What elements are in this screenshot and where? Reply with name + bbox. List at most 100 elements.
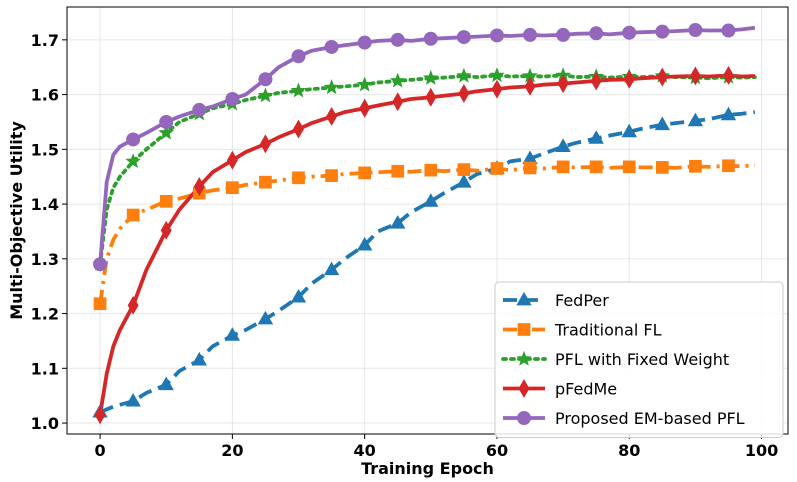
data-point-pfl-with-fixed-weight <box>125 153 141 169</box>
data-point-pfedme <box>689 66 701 86</box>
legend-label-traditional-fl: Traditional FL <box>554 321 662 340</box>
data-point-proposed-em-based-pfl <box>225 91 240 106</box>
x-tick-label: 80 <box>618 441 640 460</box>
data-point-proposed-em-based-pfl <box>159 114 174 129</box>
data-point-fedper <box>125 392 141 407</box>
data-point-pfedme <box>160 220 172 240</box>
y-tick-label: 1.6 <box>31 86 59 105</box>
data-point-fedper <box>720 106 737 121</box>
y-axis-ticks: 1.0 1.1 1.2 1.3 1.4 1.5 1.6 1.7 <box>31 31 67 433</box>
data-point-fedper <box>654 116 670 131</box>
data-point-fedper <box>158 376 174 391</box>
data-point-proposed-em-based-pfl <box>456 30 471 45</box>
y-axis-title: Multi-Objective Utility <box>7 121 26 320</box>
data-point-proposed-em-based-pfl <box>523 27 538 42</box>
data-point-pfedme <box>326 106 338 126</box>
data-point-traditional-fl <box>325 169 338 182</box>
data-point-fedper <box>390 215 406 229</box>
data-point-traditional-fl <box>556 160 570 174</box>
legend-label-pfl-with-fixed-weight: PFL with Fixed Weight <box>555 350 729 369</box>
data-point-pfedme <box>359 98 371 118</box>
data-point-traditional-fl <box>358 166 372 180</box>
data-point-proposed-em-based-pfl <box>192 102 207 117</box>
data-point-proposed-em-based-pfl <box>589 26 604 41</box>
legend-label-pfedme: pFedMe <box>555 380 617 399</box>
data-point-pfl-with-fixed-weight <box>356 76 373 92</box>
data-point-pfl-with-fixed-weight <box>456 67 472 83</box>
x-tick-label: 60 <box>486 441 508 460</box>
x-tick-label: 100 <box>745 441 778 460</box>
data-point-traditional-fl <box>622 160 636 174</box>
data-point-traditional-fl <box>391 164 405 178</box>
data-point-fedper <box>323 261 340 276</box>
data-point-fedper <box>423 193 439 207</box>
series-markers <box>92 22 737 425</box>
data-point-pfl-with-fixed-weight <box>489 67 505 83</box>
data-point-proposed-em-based-pfl <box>655 24 670 39</box>
data-point-proposed-em-based-pfl <box>258 72 273 87</box>
data-point-pfedme <box>260 134 271 154</box>
data-point-pfedme <box>392 92 404 112</box>
data-point-pfedme <box>425 87 437 107</box>
data-point-pfl-with-fixed-weight <box>290 82 307 98</box>
data-point-traditional-fl <box>259 175 272 189</box>
data-point-proposed-em-based-pfl <box>688 22 703 37</box>
data-point-fedper <box>224 327 241 341</box>
data-point-traditional-fl <box>159 194 173 208</box>
data-point-pfedme <box>94 405 106 425</box>
data-point-proposed-em-based-pfl <box>126 132 141 147</box>
data-point-fedper <box>257 310 274 325</box>
data-point-fedper <box>456 173 472 188</box>
data-point-proposed-em-based-pfl <box>93 257 108 272</box>
data-point-traditional-fl <box>589 160 603 174</box>
y-tick-label: 1.7 <box>31 31 59 50</box>
data-point-pfedme <box>656 67 668 87</box>
data-point-traditional-fl <box>292 171 305 185</box>
data-point-fedper <box>588 130 604 144</box>
series-line-pfedme <box>98 73 755 416</box>
series-lines <box>98 25 757 416</box>
x-tick-label: 20 <box>221 441 243 460</box>
data-point-pfedme <box>623 69 635 89</box>
data-point-traditional-fl <box>490 162 504 175</box>
data-point-pfedme <box>293 119 304 139</box>
data-point-pfedme <box>524 76 536 96</box>
y-tick-label: 1.4 <box>31 195 59 214</box>
data-point-proposed-em-based-pfl <box>556 27 571 42</box>
data-point-proposed-em-based-pfl <box>423 31 438 46</box>
data-point-pfedme <box>723 66 734 85</box>
data-point-proposed-em-based-pfl <box>622 25 637 40</box>
data-point-traditional-fl <box>457 163 471 176</box>
data-point-traditional-fl <box>126 208 140 222</box>
data-point-fedper <box>290 288 307 303</box>
series-line-traditional-fl <box>98 163 756 304</box>
data-point-fedper <box>191 351 207 366</box>
data-point-traditional-fl <box>655 161 669 174</box>
legend-label-proposed-em-based-pfl: Proposed EM-based PFL <box>555 409 745 428</box>
data-point-fedper <box>621 123 637 138</box>
data-point-pfedme <box>193 177 205 196</box>
y-tick-label: 1.3 <box>31 250 59 269</box>
data-point-pfl-with-fixed-weight <box>158 124 175 140</box>
data-point-pfl-with-fixed-weight <box>389 72 406 88</box>
data-point-pfl-with-fixed-weight <box>257 87 274 103</box>
legend-marker-pfedme <box>518 379 530 398</box>
legend-label-fedper: FedPer <box>555 291 609 310</box>
x-tick-label: 40 <box>354 441 376 460</box>
data-point-fedper <box>356 236 373 251</box>
data-point-fedper <box>687 112 704 127</box>
legend: FedPer Traditional FL PFL with Fixed Weigh… <box>494 281 784 438</box>
legend-marker-traditional-fl <box>517 323 531 336</box>
data-point-pfl-with-fixed-weight <box>323 79 340 95</box>
data-point-proposed-em-based-pfl <box>390 32 405 47</box>
series-line-proposed-em-based-pfl <box>98 25 756 265</box>
data-point-pfedme <box>127 295 139 315</box>
x-axis-ticks: 0 20 40 60 80 100 <box>95 434 778 460</box>
data-point-proposed-em-based-pfl <box>291 49 306 64</box>
data-point-fedper <box>555 138 571 152</box>
legend-marker-proposed-em-based-pfl <box>517 411 531 425</box>
data-point-traditional-fl <box>93 297 107 311</box>
data-point-proposed-em-based-pfl <box>489 28 504 43</box>
data-point-pfedme <box>590 71 602 91</box>
